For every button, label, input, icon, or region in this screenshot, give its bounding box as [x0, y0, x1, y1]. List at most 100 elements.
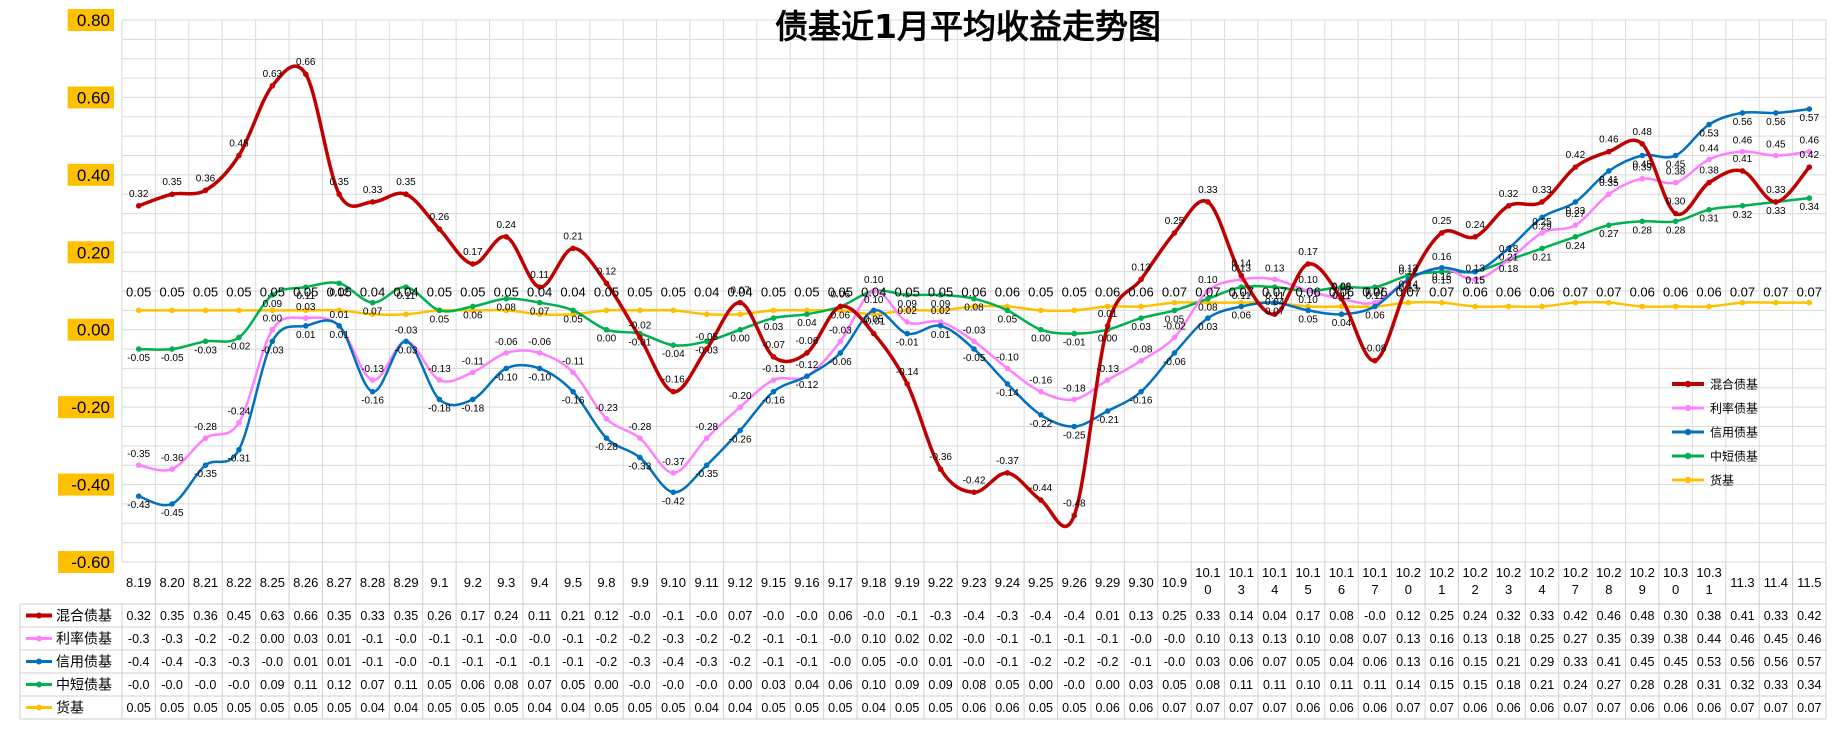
table-cell: 0.48 — [1630, 609, 1654, 623]
x-tick-label: 10.1 3 — [1229, 565, 1254, 597]
data-point — [1071, 307, 1078, 314]
table-cell: 0.25 — [1530, 632, 1554, 646]
table-cell: 0.04 — [795, 678, 819, 692]
data-point — [1138, 357, 1144, 364]
data-label: -0.24 — [228, 407, 251, 418]
data-label: 0.21 — [1532, 252, 1552, 263]
table-cell: -0.1 — [763, 632, 785, 646]
data-point — [1505, 203, 1512, 209]
data-point — [737, 427, 743, 434]
data-label: 0.00 — [263, 314, 283, 325]
data-label: -0.04 — [662, 349, 685, 360]
data-label: 0.11 — [530, 270, 549, 281]
table-cell: 0.05 — [427, 701, 451, 715]
x-tick-label: 9.2 — [464, 575, 482, 590]
data-label: 0.57 — [1800, 113, 1820, 124]
table-cell: 0.08 — [1196, 678, 1220, 692]
table-cell: 0.30 — [1663, 609, 1687, 623]
x-tick-label: 8.22 — [226, 575, 251, 590]
data-point — [369, 199, 376, 205]
data-point — [403, 338, 409, 345]
data-label: -0.28 — [595, 442, 618, 453]
data-point — [1104, 377, 1111, 383]
data-point — [1171, 230, 1178, 236]
data-label: 0.05 — [126, 285, 151, 300]
table-cell: 0.42 — [1563, 609, 1587, 623]
table-cell: 0.08 — [1329, 609, 1353, 623]
data-label: 0.12 — [329, 287, 349, 298]
table-cell: 0.33 — [1530, 609, 1554, 623]
table-cell: 0.21 — [1530, 678, 1554, 692]
data-point — [1372, 284, 1378, 290]
data-point — [202, 435, 209, 441]
table-cell: 0.06 — [1697, 701, 1721, 715]
table-cell: -0.4 — [161, 655, 183, 669]
data-label: 0.05 — [627, 285, 652, 300]
data-label: 0.42 — [1800, 150, 1820, 161]
table-cell: 0.06 — [828, 609, 852, 623]
table-cell: -0.1 — [997, 655, 1019, 669]
legend-label: 货基 — [1710, 473, 1734, 488]
data-point — [1639, 152, 1646, 159]
data-point — [202, 462, 209, 469]
data-label: 0.27 — [1566, 209, 1586, 220]
table-cell: 0.39 — [1630, 632, 1654, 646]
data-point — [169, 307, 175, 314]
table-cell: -0.2 — [1097, 655, 1119, 669]
data-point — [470, 396, 476, 403]
data-label: -0.48 — [1063, 499, 1086, 510]
x-tick-label: 9.24 — [995, 575, 1020, 590]
x-tick-label: 11.3 — [1730, 575, 1754, 590]
table-cell: -0.3 — [930, 609, 952, 623]
table-cell: 0.03 — [1196, 655, 1220, 669]
data-label: 0.06 — [1329, 285, 1354, 300]
table-cell: 0.38 — [1663, 632, 1687, 646]
data-point — [1572, 164, 1579, 170]
table-cell: 0.32 — [1730, 678, 1754, 692]
table-cell: 0.18 — [1496, 678, 1520, 692]
legend-marker — [1684, 452, 1692, 460]
x-tick-label: 9.4 — [531, 575, 549, 590]
data-point — [1806, 106, 1813, 112]
table-cell: 0.04 — [1263, 609, 1287, 623]
table-cell: -0.2 — [195, 632, 217, 646]
data-point — [1004, 381, 1011, 387]
data-point — [737, 311, 743, 318]
table-cell: -0.2 — [696, 632, 718, 646]
data-point — [737, 299, 743, 306]
data-point — [971, 489, 977, 496]
table-cell: 0.00 — [728, 678, 752, 692]
data-label: -0.01 — [896, 338, 919, 349]
data-label: 0.18 — [1499, 264, 1519, 275]
table-cell: 0.06 — [1363, 701, 1387, 715]
data-label: 0.05 — [193, 285, 218, 300]
data-point — [1104, 303, 1111, 310]
data-label: 0.46 — [1733, 136, 1753, 147]
data-point — [570, 311, 576, 318]
y-tick-bg — [67, 318, 114, 341]
data-point — [1238, 299, 1245, 306]
data-point — [1038, 497, 1044, 503]
table-cell: 0.16 — [1430, 632, 1454, 646]
table-legend-marker — [36, 635, 42, 642]
data-point — [269, 307, 276, 314]
data-label: -0.18 — [461, 403, 484, 414]
x-tick-label: 9.25 — [1028, 575, 1053, 590]
table-cell: 0.24 — [1463, 609, 1487, 623]
table-cell: 0.06 — [828, 678, 852, 692]
data-point — [135, 307, 142, 314]
data-point — [971, 338, 977, 345]
table-cell: 0.04 — [1329, 655, 1353, 669]
data-label: 0.32 — [1733, 210, 1753, 221]
data-point — [1773, 199, 1779, 205]
table-cell: 0.07 — [1730, 701, 1754, 715]
y-tick-label: -0.60 — [71, 553, 110, 572]
x-tick-label: 9.15 — [761, 575, 786, 590]
table-cell: 0.06 — [1496, 701, 1520, 715]
table-cell: 0.08 — [494, 678, 518, 692]
table-series-name: 信用债基 — [56, 654, 112, 670]
data-label: -0.13 — [1096, 364, 1119, 375]
table-cell: 0.01 — [1095, 609, 1119, 623]
data-label: 0.56 — [1733, 117, 1753, 128]
data-point — [937, 292, 944, 298]
